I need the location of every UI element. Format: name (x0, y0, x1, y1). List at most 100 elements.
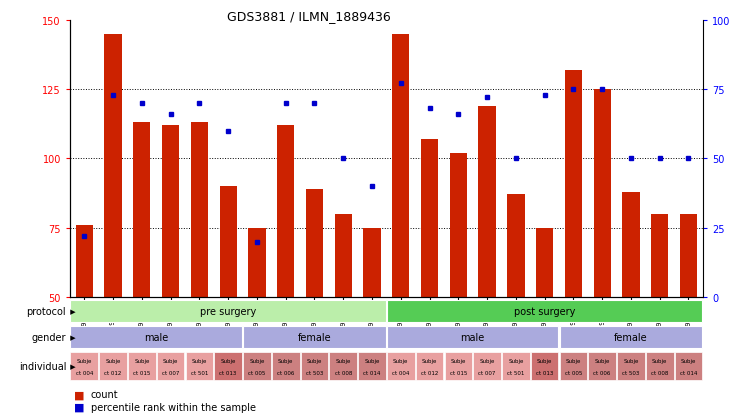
Bar (162, 126, 180, 297)
Text: ct 015: ct 015 (133, 370, 151, 375)
Bar (416, 352, 443, 380)
Text: ct 501: ct 501 (507, 370, 525, 375)
Text: ct 014: ct 014 (680, 370, 697, 375)
Bar (473, 352, 501, 380)
Bar (387, 352, 414, 380)
Bar (536, 228, 553, 297)
Text: male: male (461, 332, 485, 342)
Text: ct 503: ct 503 (305, 370, 323, 375)
Text: ▶: ▶ (68, 363, 76, 369)
Text: Subje: Subje (422, 358, 437, 363)
Bar (277, 126, 294, 297)
Bar (531, 352, 559, 380)
Text: ct 012: ct 012 (421, 370, 438, 375)
Text: female: female (297, 332, 331, 342)
Bar (71, 326, 242, 348)
Text: ct 006: ct 006 (277, 370, 294, 375)
Text: Subje: Subje (364, 358, 380, 363)
Text: Subje: Subje (537, 358, 552, 363)
Text: Subje: Subje (595, 358, 610, 363)
Text: Subje: Subje (450, 358, 466, 363)
Bar (651, 214, 668, 297)
Text: gender: gender (32, 332, 66, 342)
Text: Subje: Subje (623, 358, 639, 363)
Text: Subje: Subje (479, 358, 495, 363)
Text: ct 012: ct 012 (105, 370, 121, 375)
Text: individual: individual (18, 361, 66, 371)
Text: Subje: Subje (77, 358, 92, 363)
Bar (478, 107, 496, 297)
Text: percentile rank within the sample: percentile rank within the sample (91, 402, 255, 412)
Bar (387, 326, 559, 348)
Bar (450, 154, 467, 297)
Bar (157, 352, 185, 380)
Bar (623, 192, 640, 297)
Text: ct 014: ct 014 (364, 370, 381, 375)
Bar (680, 214, 697, 297)
Bar (185, 352, 213, 380)
Text: ct 501: ct 501 (191, 370, 208, 375)
Bar (421, 140, 438, 297)
Text: count: count (91, 389, 118, 399)
Text: Subje: Subje (221, 358, 236, 363)
Text: ct 013: ct 013 (536, 370, 553, 375)
Bar (502, 352, 530, 380)
Bar (445, 352, 472, 380)
Bar (618, 352, 645, 380)
Text: Subje: Subje (336, 358, 351, 363)
Text: Subje: Subje (652, 358, 668, 363)
Text: ct 007: ct 007 (478, 370, 496, 375)
Text: ■: ■ (74, 402, 84, 412)
Text: ct 004: ct 004 (76, 370, 93, 375)
Bar (71, 352, 98, 380)
Text: ct 005: ct 005 (248, 370, 266, 375)
Text: Subje: Subje (566, 358, 581, 363)
Text: protocol: protocol (26, 306, 66, 316)
Text: Subje: Subje (508, 358, 523, 363)
Text: Subje: Subje (307, 358, 322, 363)
Bar (128, 352, 155, 380)
Bar (588, 352, 616, 380)
Text: female: female (614, 332, 648, 342)
Bar (243, 326, 386, 348)
Bar (243, 352, 271, 380)
Bar (559, 326, 702, 348)
Text: pre surgery: pre surgery (200, 306, 256, 316)
Text: ▶: ▶ (68, 308, 76, 314)
Text: Subje: Subje (393, 358, 408, 363)
Bar (248, 228, 266, 297)
Text: ct 503: ct 503 (622, 370, 640, 375)
Text: ct 004: ct 004 (392, 370, 409, 375)
Bar (335, 214, 352, 297)
Text: Subje: Subje (134, 358, 149, 363)
Bar (358, 352, 386, 380)
Bar (301, 352, 328, 380)
Bar (387, 300, 702, 322)
Text: ct 007: ct 007 (162, 370, 180, 375)
Bar (191, 123, 208, 297)
Bar (99, 352, 127, 380)
Text: ct 008: ct 008 (651, 370, 668, 375)
Bar (507, 195, 525, 297)
Bar (364, 228, 381, 297)
Bar (76, 225, 93, 297)
Bar (71, 300, 386, 322)
Text: GDS3881 / ILMN_1889436: GDS3881 / ILMN_1889436 (227, 10, 391, 23)
Bar (272, 352, 300, 380)
Text: Subje: Subje (250, 358, 265, 363)
Bar (559, 352, 587, 380)
Text: Subje: Subje (278, 358, 294, 363)
Text: ct 008: ct 008 (335, 370, 352, 375)
Text: ct 006: ct 006 (593, 370, 611, 375)
Text: ct 013: ct 013 (219, 370, 237, 375)
Text: ct 015: ct 015 (450, 370, 467, 375)
Bar (646, 352, 673, 380)
Text: ▶: ▶ (68, 334, 76, 340)
Bar (133, 123, 150, 297)
Text: ct 005: ct 005 (565, 370, 582, 375)
Text: Subje: Subje (681, 358, 696, 363)
Bar (392, 34, 409, 297)
Bar (330, 352, 357, 380)
Bar (593, 90, 611, 297)
Bar (306, 190, 323, 297)
